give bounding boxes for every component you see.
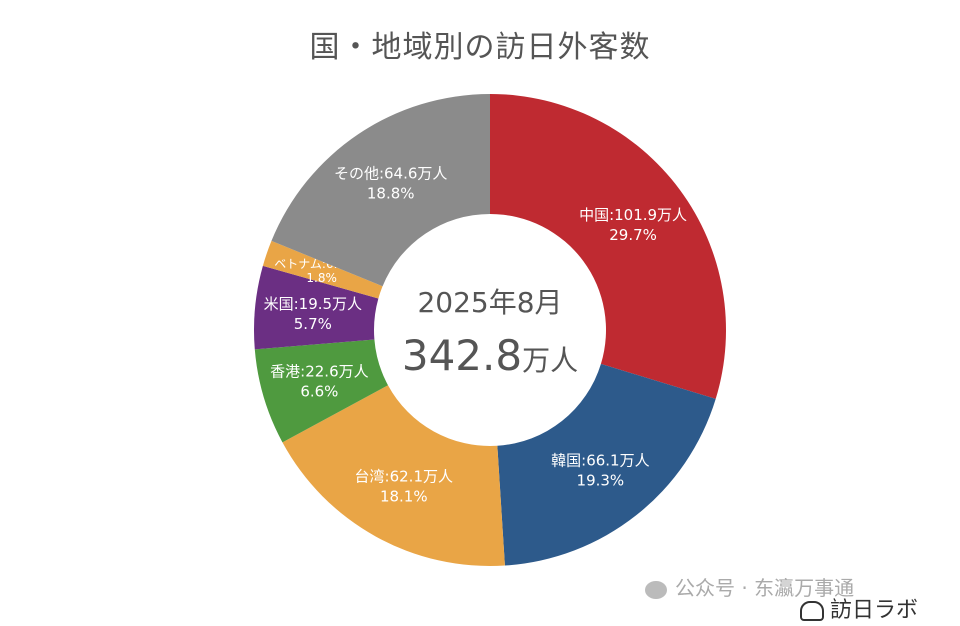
slice-その他 [271,94,490,287]
logo: 訪日ラボ [800,592,918,624]
slice-label: 米国:19.5万人 5.7% [264,295,362,333]
slice-label: 香港:22.6万人 6.6% [270,363,368,401]
slice-香港 [254,339,388,443]
slice-台湾 [282,385,505,566]
slice-ベトナム [262,240,383,299]
logo-text: 訪日ラボ [830,598,919,623]
slice-label: 台湾:62.1万人 18.1% [355,468,453,506]
center-date: 2025年8月 [417,286,562,319]
wechat-icon [645,580,667,599]
bowl-icon [800,601,824,621]
slice-label: 中国:101.9万人 29.7% [579,206,687,244]
center-total: 342.8万人 [402,331,578,380]
slice-label: その他:64.6万人 18.8% [334,164,447,202]
chart-title: 国・地域別の訪日外客数 [309,30,651,65]
slice-中国 [490,94,726,399]
slice-label: 韓国:66.1万人 19.3% [551,452,649,490]
slice-韓国 [497,363,716,566]
watermark-text: 公众号 · 东瀛万事通 [675,576,855,600]
watermark: 公众号 · 东瀛万事通 [645,572,854,601]
slice-米国 [254,265,379,350]
